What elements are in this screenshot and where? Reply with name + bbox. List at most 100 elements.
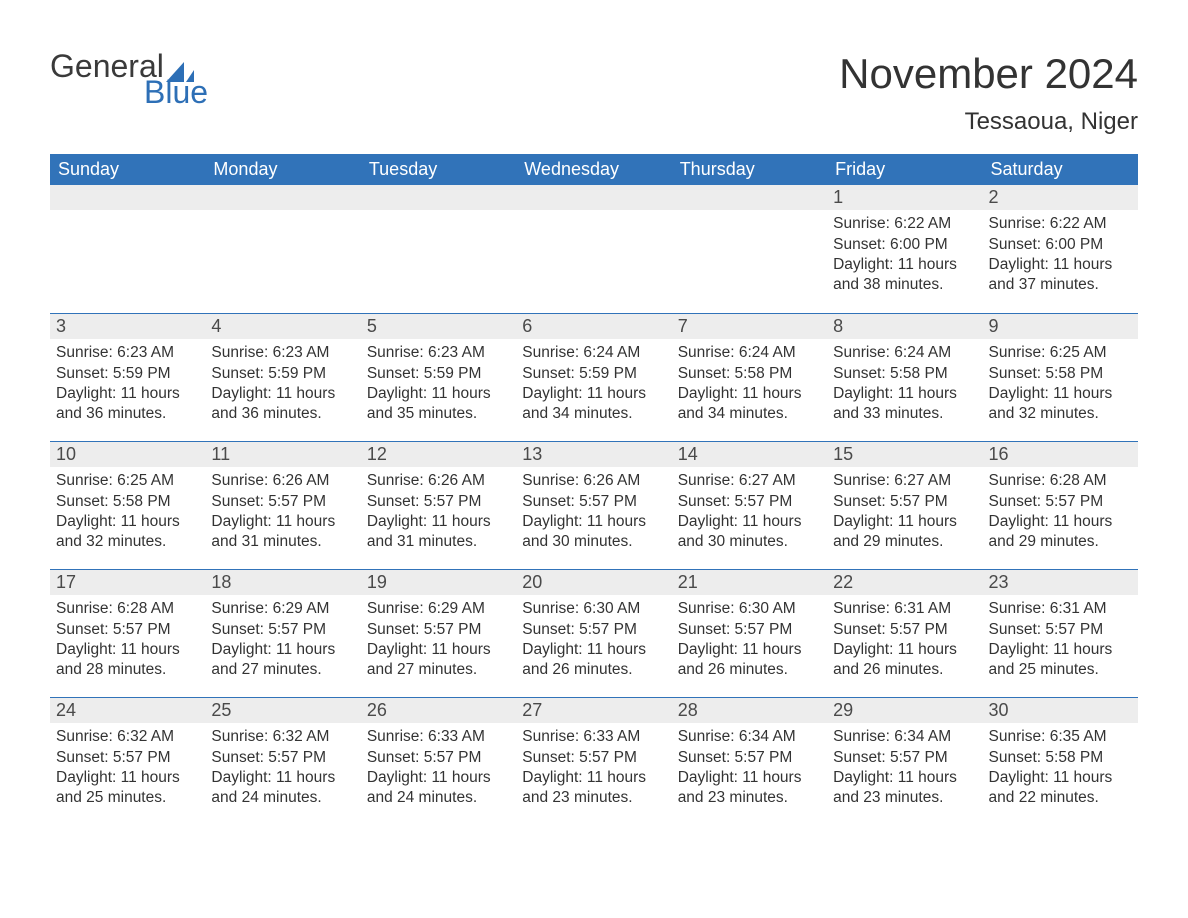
- day-daylight2: and 26 minutes.: [833, 660, 976, 680]
- week-row: 24Sunrise: 6:32 AMSunset: 5:57 PMDayligh…: [50, 697, 1138, 825]
- day-header-cell: Wednesday: [516, 154, 671, 185]
- day-cell: 22Sunrise: 6:31 AMSunset: 5:57 PMDayligh…: [827, 570, 982, 697]
- day-sunset: Sunset: 5:59 PM: [522, 364, 665, 384]
- day-daylight1: Daylight: 11 hours: [211, 384, 354, 404]
- day-daylight1: Daylight: 11 hours: [211, 640, 354, 660]
- day-daylight1: Daylight: 11 hours: [522, 768, 665, 788]
- day-body: Sunrise: 6:30 AMSunset: 5:57 PMDaylight:…: [672, 595, 827, 692]
- day-body: Sunrise: 6:23 AMSunset: 5:59 PMDaylight:…: [205, 339, 360, 436]
- day-cell: [205, 185, 360, 313]
- day-cell: 13Sunrise: 6:26 AMSunset: 5:57 PMDayligh…: [516, 442, 671, 569]
- day-number: 29: [827, 698, 982, 723]
- day-number: 2: [983, 185, 1138, 210]
- day-number: 18: [205, 570, 360, 595]
- day-cell: 12Sunrise: 6:26 AMSunset: 5:57 PMDayligh…: [361, 442, 516, 569]
- day-number: 19: [361, 570, 516, 595]
- page-header: General Blue November 2024 Tessaoua, Nig…: [50, 50, 1138, 146]
- day-sunrise: Sunrise: 6:35 AM: [989, 727, 1132, 747]
- day-sunrise: Sunrise: 6:23 AM: [211, 343, 354, 363]
- day-daylight2: and 31 minutes.: [367, 532, 510, 552]
- day-daylight2: and 31 minutes.: [211, 532, 354, 552]
- day-daylight2: and 23 minutes.: [522, 788, 665, 808]
- day-body: Sunrise: 6:23 AMSunset: 5:59 PMDaylight:…: [361, 339, 516, 436]
- day-sunset: Sunset: 5:57 PM: [522, 620, 665, 640]
- day-sunrise: Sunrise: 6:22 AM: [989, 214, 1132, 234]
- day-daylight1: Daylight: 11 hours: [211, 768, 354, 788]
- day-cell: 3Sunrise: 6:23 AMSunset: 5:59 PMDaylight…: [50, 314, 205, 441]
- day-sunrise: Sunrise: 6:27 AM: [678, 471, 821, 491]
- day-daylight1: Daylight: 11 hours: [522, 640, 665, 660]
- day-daylight1: Daylight: 11 hours: [522, 512, 665, 532]
- day-daylight1: Daylight: 11 hours: [367, 384, 510, 404]
- day-body: Sunrise: 6:27 AMSunset: 5:57 PMDaylight:…: [672, 467, 827, 564]
- month-title: November 2024: [839, 50, 1138, 98]
- day-daylight2: and 33 minutes.: [833, 404, 976, 424]
- day-cell: 10Sunrise: 6:25 AMSunset: 5:58 PMDayligh…: [50, 442, 205, 569]
- weeks-container: 1Sunrise: 6:22 AMSunset: 6:00 PMDaylight…: [50, 185, 1138, 825]
- day-daylight2: and 36 minutes.: [56, 404, 199, 424]
- day-body: Sunrise: 6:24 AMSunset: 5:58 PMDaylight:…: [672, 339, 827, 436]
- day-body: Sunrise: 6:25 AMSunset: 5:58 PMDaylight:…: [50, 467, 205, 564]
- day-daylight2: and 23 minutes.: [678, 788, 821, 808]
- day-body: Sunrise: 6:31 AMSunset: 5:57 PMDaylight:…: [827, 595, 982, 692]
- day-cell: 26Sunrise: 6:33 AMSunset: 5:57 PMDayligh…: [361, 698, 516, 825]
- day-daylight2: and 29 minutes.: [989, 532, 1132, 552]
- day-cell: 8Sunrise: 6:24 AMSunset: 5:58 PMDaylight…: [827, 314, 982, 441]
- day-number: 20: [516, 570, 671, 595]
- day-cell: 1Sunrise: 6:22 AMSunset: 6:00 PMDaylight…: [827, 185, 982, 313]
- day-daylight2: and 24 minutes.: [367, 788, 510, 808]
- day-header-row: SundayMondayTuesdayWednesdayThursdayFrid…: [50, 154, 1138, 185]
- day-number: 12: [361, 442, 516, 467]
- day-cell: 18Sunrise: 6:29 AMSunset: 5:57 PMDayligh…: [205, 570, 360, 697]
- day-daylight1: Daylight: 11 hours: [367, 640, 510, 660]
- location-label: Tessaoua, Niger: [839, 108, 1138, 136]
- day-number: 6: [516, 314, 671, 339]
- day-daylight2: and 26 minutes.: [678, 660, 821, 680]
- day-sunset: Sunset: 5:57 PM: [833, 492, 976, 512]
- day-number: [205, 185, 360, 210]
- day-body: Sunrise: 6:23 AMSunset: 5:59 PMDaylight:…: [50, 339, 205, 436]
- day-sunset: Sunset: 5:59 PM: [211, 364, 354, 384]
- day-number: 30: [983, 698, 1138, 723]
- day-cell: 6Sunrise: 6:24 AMSunset: 5:59 PMDaylight…: [516, 314, 671, 441]
- day-cell: 14Sunrise: 6:27 AMSunset: 5:57 PMDayligh…: [672, 442, 827, 569]
- day-sunset: Sunset: 5:57 PM: [522, 492, 665, 512]
- day-number: [361, 185, 516, 210]
- day-sunrise: Sunrise: 6:26 AM: [522, 471, 665, 491]
- day-daylight1: Daylight: 11 hours: [678, 640, 821, 660]
- day-number: 23: [983, 570, 1138, 595]
- day-number: 28: [672, 698, 827, 723]
- day-sunset: Sunset: 5:58 PM: [56, 492, 199, 512]
- day-sunset: Sunset: 5:57 PM: [367, 620, 510, 640]
- day-sunset: Sunset: 5:58 PM: [989, 364, 1132, 384]
- day-daylight1: Daylight: 11 hours: [56, 384, 199, 404]
- day-daylight1: Daylight: 11 hours: [989, 640, 1132, 660]
- day-body: Sunrise: 6:34 AMSunset: 5:57 PMDaylight:…: [827, 723, 982, 820]
- day-daylight2: and 29 minutes.: [833, 532, 976, 552]
- day-daylight2: and 25 minutes.: [56, 788, 199, 808]
- day-body: Sunrise: 6:29 AMSunset: 5:57 PMDaylight:…: [205, 595, 360, 692]
- day-daylight2: and 35 minutes.: [367, 404, 510, 424]
- day-number: 7: [672, 314, 827, 339]
- day-daylight2: and 30 minutes.: [678, 532, 821, 552]
- day-cell: [516, 185, 671, 313]
- day-cell: 11Sunrise: 6:26 AMSunset: 5:57 PMDayligh…: [205, 442, 360, 569]
- day-daylight2: and 37 minutes.: [989, 275, 1132, 295]
- day-body: Sunrise: 6:24 AMSunset: 5:58 PMDaylight:…: [827, 339, 982, 436]
- day-sunrise: Sunrise: 6:24 AM: [678, 343, 821, 363]
- day-sunrise: Sunrise: 6:32 AM: [56, 727, 199, 747]
- day-header-cell: Saturday: [983, 154, 1138, 185]
- day-number: 22: [827, 570, 982, 595]
- day-sunrise: Sunrise: 6:31 AM: [989, 599, 1132, 619]
- day-body: Sunrise: 6:30 AMSunset: 5:57 PMDaylight:…: [516, 595, 671, 692]
- calendar: SundayMondayTuesdayWednesdayThursdayFrid…: [50, 154, 1138, 825]
- logo: General Blue: [50, 50, 208, 108]
- day-sunrise: Sunrise: 6:31 AM: [833, 599, 976, 619]
- day-body: Sunrise: 6:35 AMSunset: 5:58 PMDaylight:…: [983, 723, 1138, 820]
- day-number: 4: [205, 314, 360, 339]
- day-header-cell: Monday: [205, 154, 360, 185]
- day-daylight1: Daylight: 11 hours: [833, 255, 976, 275]
- day-number: 10: [50, 442, 205, 467]
- week-row: 3Sunrise: 6:23 AMSunset: 5:59 PMDaylight…: [50, 313, 1138, 441]
- day-sunset: Sunset: 5:57 PM: [211, 748, 354, 768]
